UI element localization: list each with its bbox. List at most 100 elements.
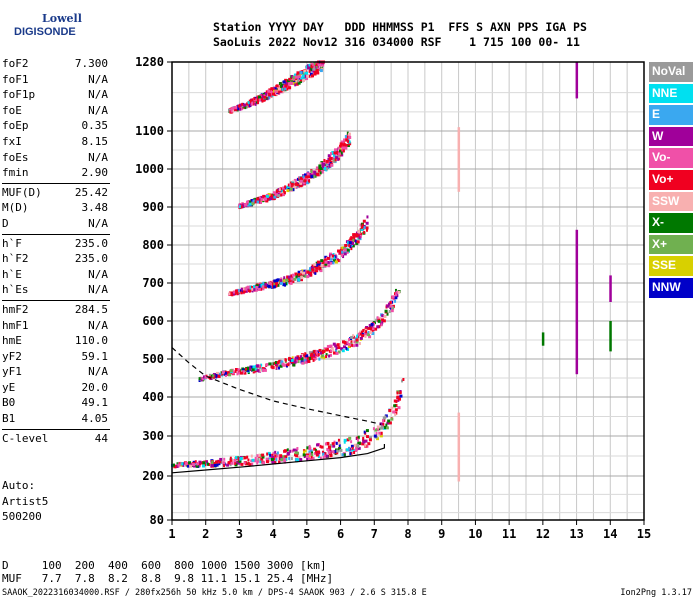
echo-mark (314, 66, 317, 70)
echo-mark (269, 194, 273, 198)
echo-mark (348, 241, 352, 245)
echo-mark (380, 323, 383, 327)
echo-mark (321, 170, 324, 174)
echo-mark (201, 377, 205, 381)
echo-mark (280, 277, 283, 281)
echo-mark (239, 371, 243, 375)
echo-mark (391, 304, 395, 308)
echo-mark (218, 372, 222, 376)
echo-mark (260, 363, 263, 367)
echo-mark (252, 288, 256, 292)
echo-mark (289, 449, 292, 453)
echo-mark (256, 197, 259, 201)
echo-mark (267, 451, 271, 455)
x-tick-label: 4 (270, 527, 277, 541)
echo-mark (294, 356, 298, 360)
echo-mark (358, 332, 362, 336)
echo-mark (278, 359, 282, 363)
echo-mark (286, 276, 289, 280)
echo-mark (390, 417, 394, 421)
echo-mark (298, 75, 302, 79)
echo-mark (343, 252, 347, 256)
echo-mark (289, 183, 292, 187)
echo-mark (343, 341, 346, 345)
echo-mark (209, 374, 213, 378)
echo-mark (212, 374, 215, 378)
echo-mark (338, 444, 341, 448)
echo-mark (347, 132, 351, 136)
echo-mark (296, 447, 299, 451)
echo-mark (363, 333, 367, 337)
echo-mark (368, 438, 372, 442)
echo-mark (217, 459, 220, 463)
echo-mark (273, 195, 277, 199)
echo-mark (343, 438, 347, 442)
param-value: 3.48 (81, 201, 109, 215)
echo-mark (229, 456, 232, 460)
echo-mark (308, 63, 312, 67)
echo-mark (172, 463, 175, 467)
x-tick-label: 13 (569, 527, 583, 541)
echo-mark (396, 396, 399, 400)
echo-mark (313, 447, 317, 451)
echo-mark (364, 335, 367, 339)
echo-mark (358, 236, 361, 240)
echo-mark (297, 81, 301, 85)
echo-mark (239, 457, 243, 461)
x-tick-label: 10 (468, 527, 482, 541)
echo-mark (247, 366, 250, 370)
echo-mark (293, 73, 296, 77)
echo-mark (359, 336, 363, 340)
echo-mark (242, 368, 246, 372)
interference-line (575, 62, 579, 99)
param-row: foF1p N/A (2, 88, 108, 104)
param-row: yF1 N/A (2, 365, 108, 381)
echo-mark (315, 450, 318, 454)
echo-mark (384, 309, 388, 313)
echo-mark (339, 248, 343, 252)
echo-mark (270, 89, 273, 93)
echo-mark (232, 292, 235, 296)
echo-mark (322, 162, 326, 166)
echo-mark (370, 326, 373, 330)
param-name: foEp (2, 119, 29, 133)
echo-mark (386, 304, 390, 308)
echo-mark (292, 363, 296, 367)
echo-mark (383, 314, 387, 318)
x-tick-label: 8 (404, 527, 411, 541)
echo-mark (346, 250, 349, 254)
param-name: hmF1 (2, 318, 29, 332)
echo-mark (272, 282, 275, 286)
echo-mark (314, 271, 317, 275)
echo-mark (326, 256, 330, 260)
echo-mark (351, 448, 355, 452)
echo-mark (311, 171, 315, 175)
echo-mark (318, 348, 322, 352)
echo-mark (242, 205, 245, 209)
echo-mark (319, 351, 322, 355)
echo-mark (242, 105, 246, 109)
echo-mark (309, 457, 313, 461)
echo-mark (234, 289, 238, 293)
y-tick-label: 800 (142, 238, 164, 252)
echo-mark (319, 444, 322, 448)
echo-mark (308, 453, 311, 457)
echo-mark (300, 276, 304, 280)
echo-mark (184, 462, 188, 466)
echo-mark (315, 350, 318, 354)
echo-mark (322, 455, 325, 459)
echo-mark (243, 461, 246, 465)
echo-mark (306, 275, 310, 279)
echo-mark (308, 457, 311, 461)
param-value: 20.0 (81, 380, 109, 394)
echo-mark (273, 86, 276, 90)
echo-mark (277, 90, 280, 94)
echo-mark (228, 373, 232, 377)
x-tick-label: 15 (637, 527, 651, 541)
echo-mark (256, 98, 260, 102)
echo-mark (254, 369, 258, 373)
echo-mark (258, 368, 262, 372)
echo-mark (255, 284, 259, 288)
echo-mark (302, 453, 306, 457)
echo-mark (261, 99, 264, 103)
